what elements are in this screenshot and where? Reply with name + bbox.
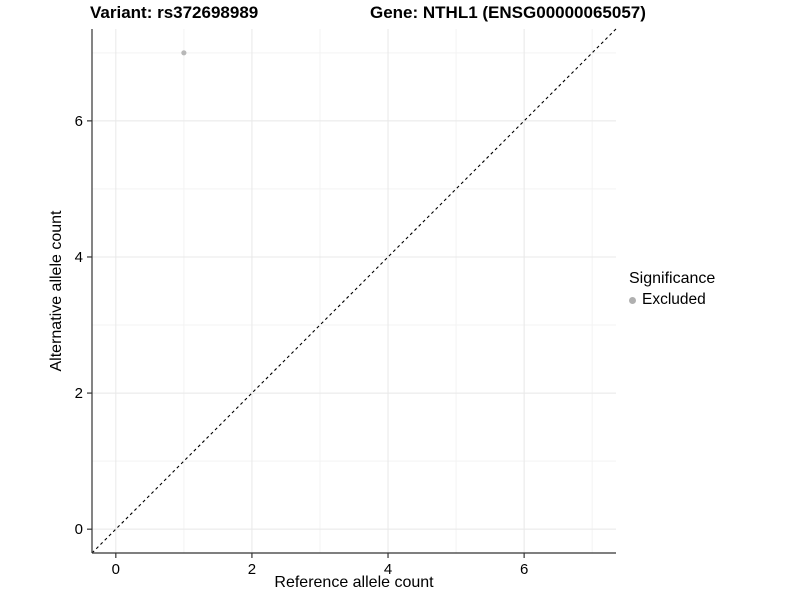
legend-title: Significance — [629, 270, 716, 287]
y-tick-label: 2 — [75, 385, 83, 402]
plot-title-gene: Gene: NTHL1 (ENSG00000065057) — [370, 3, 646, 22]
legend-item-excluded: Excluded — [629, 291, 715, 309]
x-tick-label: 6 — [520, 561, 528, 578]
plot-title-variant: Variant: rs372698989 — [90, 3, 259, 22]
y-tick-label: 6 — [75, 113, 83, 130]
x-tick-label: 2 — [248, 561, 256, 578]
legend-key-dot-icon — [629, 296, 636, 304]
x-tick-label: 0 — [112, 561, 120, 578]
y-axis-title: Alternative allele count — [48, 210, 65, 372]
x-tick-label: 4 — [384, 561, 392, 578]
data-point — [181, 50, 187, 56]
identity-line — [91, 28, 617, 554]
x-axis-title: Reference allele count — [274, 574, 434, 591]
legend: Significance Excluded — [629, 270, 715, 309]
y-tick-label: 0 — [75, 521, 83, 538]
y-tick-label: 4 — [75, 249, 83, 266]
legend-item-label: Excluded — [642, 291, 706, 308]
